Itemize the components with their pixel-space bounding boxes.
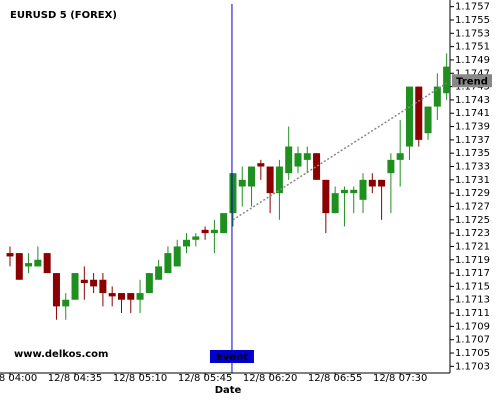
trend-label-box — [452, 74, 492, 88]
x-tick-label: 12/8 04:35 — [48, 373, 102, 384]
candle-body — [127, 293, 135, 300]
y-tick-label: 1.1715 — [455, 281, 490, 292]
candle-body — [257, 163, 265, 167]
candle-body — [164, 253, 172, 274]
y-tick-label: 1.1741 — [455, 108, 490, 119]
candle-body — [340, 189, 348, 194]
y-tick-label: 1.1737 — [455, 135, 490, 146]
candle-body — [322, 179, 330, 214]
candle-body — [331, 193, 339, 214]
candle-body — [303, 153, 311, 160]
y-tick-label: 1.1723 — [455, 228, 490, 239]
candle-body — [415, 86, 423, 140]
candle-body — [90, 279, 98, 287]
candle-body — [359, 179, 367, 200]
candle-body — [433, 86, 441, 107]
y-tick-label: 1.1747 — [455, 68, 490, 79]
y-tick-label: 1.1757 — [455, 2, 490, 13]
x-tick-label: 12/8 06:20 — [243, 373, 297, 384]
y-tick-label: 1.1749 — [455, 55, 490, 66]
watermark: www.delkos.com — [14, 349, 108, 360]
candle-body — [108, 293, 116, 297]
y-tick-label: 1.1733 — [455, 162, 490, 173]
candle-body — [210, 229, 218, 234]
candle-body — [396, 153, 404, 160]
y-tick-label: 1.1707 — [455, 335, 490, 346]
candle-body — [350, 189, 358, 194]
candle-body — [62, 299, 70, 307]
candle-body — [248, 166, 256, 187]
candle-body — [378, 179, 386, 187]
candle-body — [155, 266, 163, 280]
y-tick-label: 1.1731 — [455, 175, 490, 186]
candle-body — [192, 236, 200, 240]
event-label-box — [209, 350, 254, 363]
candle-body — [424, 106, 432, 134]
candle-body — [294, 153, 302, 167]
y-tick-label: 1.1751 — [455, 42, 490, 53]
candle-body — [80, 279, 88, 284]
y-tick-label: 1.1703 — [455, 361, 490, 372]
candle-body — [229, 173, 237, 214]
candle-body — [145, 273, 153, 294]
candle-body — [173, 246, 181, 267]
candle-body — [405, 86, 413, 147]
candle-body — [25, 263, 33, 267]
y-tick-label: 1.1739 — [455, 122, 490, 133]
y-tick-label: 1.1717 — [455, 268, 490, 279]
x-tick-label: 12/8 07:30 — [373, 373, 427, 384]
y-tick-label: 1.1705 — [455, 348, 490, 359]
candle-body — [387, 159, 395, 174]
y-tick-label: 1.1729 — [455, 188, 490, 199]
candle-body — [220, 213, 228, 234]
x-tick-label: 12/8 06:55 — [308, 373, 362, 384]
candle-body — [34, 259, 42, 267]
candle-body — [43, 253, 51, 274]
x-tick-label: 12/8 05:10 — [113, 373, 167, 384]
trend-label: Trend — [456, 76, 488, 87]
y-tick-label: 1.1735 — [455, 148, 490, 159]
y-tick-label: 1.1713 — [455, 295, 490, 306]
chart-title: EURUSD 5 (FOREX) — [10, 10, 117, 21]
y-tick-label: 1.1725 — [455, 215, 490, 226]
candle-body — [201, 229, 209, 234]
x-tick-label: 12/8 04:00 — [0, 373, 37, 384]
y-tick-label: 1.1721 — [455, 241, 490, 252]
candle-body — [238, 179, 246, 187]
y-tick-label: 1.1755 — [455, 15, 490, 26]
candle-body — [15, 253, 23, 280]
x-tick-label: 12/8 05:45 — [178, 373, 232, 384]
candle-body — [266, 166, 274, 194]
y-tick-label: 1.1719 — [455, 255, 490, 266]
candle-body — [285, 146, 293, 174]
candle-body — [443, 66, 451, 94]
candle-body — [6, 253, 14, 257]
candle-body — [71, 273, 79, 300]
candle-body — [313, 153, 321, 180]
candle-body — [117, 293, 125, 300]
candle-body — [275, 166, 283, 194]
candle-body — [136, 293, 144, 300]
y-tick-label: 1.1709 — [455, 321, 490, 332]
candle-body — [52, 273, 60, 307]
x-axis-title: Date — [215, 385, 242, 396]
candle-body — [99, 279, 107, 294]
y-tick-label: 1.1711 — [455, 308, 490, 319]
y-tick-label: 1.1753 — [455, 28, 490, 39]
candle-body — [183, 239, 191, 247]
candle-body — [368, 179, 376, 187]
event-label: Event — [216, 352, 248, 363]
y-tick-label: 1.1743 — [455, 95, 490, 106]
y-tick-label: 1.1727 — [455, 201, 490, 212]
